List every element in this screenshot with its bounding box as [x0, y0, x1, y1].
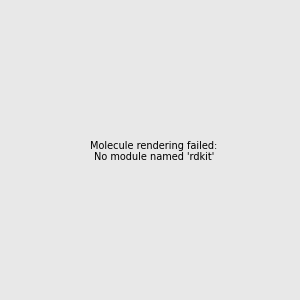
Text: Molecule rendering failed:
No module named 'rdkit': Molecule rendering failed: No module nam…: [90, 141, 218, 162]
